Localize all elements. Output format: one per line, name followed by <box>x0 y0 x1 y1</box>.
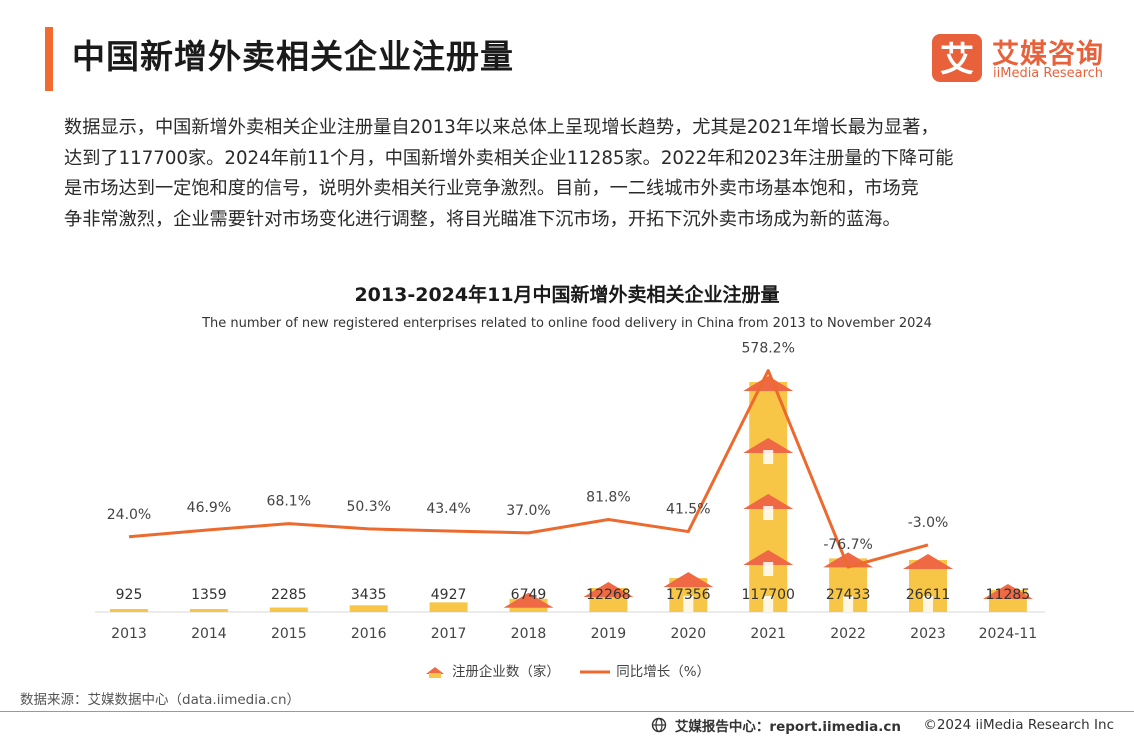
logo-badge-icon: 艾 <box>932 34 982 82</box>
bar-roof <box>743 550 794 565</box>
bar-value-label: 27433 <box>826 587 871 603</box>
intro-paragraph: 数据显示，中国新增外卖相关企业注册量自2013年以来总体上呈现增长趋势，尤其是2… <box>64 113 1084 235</box>
x-tick-label: 2018 <box>511 626 547 642</box>
bar-body <box>429 602 468 612</box>
bar <box>743 376 794 612</box>
growth-label: 41.5% <box>666 502 710 518</box>
bar-roof <box>743 438 794 453</box>
footer-copyright: ©2024 iiMedia Research Inc <box>923 717 1114 733</box>
growth-label: -3.0% <box>908 515 949 531</box>
bar-value-label: 26611 <box>906 587 951 603</box>
bar-body <box>189 609 228 612</box>
line-legend-icon <box>580 670 611 674</box>
legend-label-bar: 注册企业数（家） <box>451 664 560 680</box>
bar-roof <box>903 553 953 569</box>
bar-value-label: 2285 <box>271 587 307 603</box>
bar <box>583 582 634 612</box>
logo-name-en: iiMedia Research <box>993 66 1104 81</box>
growth-label: 37.0% <box>506 503 550 519</box>
bar-value-label: 925 <box>116 587 143 603</box>
bar-door <box>763 450 774 464</box>
logo-badge-char: 艾 <box>940 40 974 80</box>
bar-door <box>843 596 854 612</box>
bar-roof <box>743 494 794 509</box>
x-tick-label: 2021 <box>750 626 786 642</box>
footer-divider <box>0 711 1134 712</box>
bar-value-label: 12268 <box>586 587 631 603</box>
bar-value-label: 6749 <box>511 587 547 603</box>
bar-value-label: 117700 <box>741 587 794 603</box>
data-source: 数据来源：艾媒数据中心（data.iimedia.cn） <box>20 692 301 708</box>
bar-door <box>683 596 694 612</box>
x-tick-label: 2022 <box>830 626 866 642</box>
footer-site[interactable]: 艾媒报告中心：report.iimedia.cn <box>674 719 902 735</box>
bar-value-label: 1359 <box>191 587 227 603</box>
bar-door <box>763 562 774 576</box>
title-accent-bar <box>45 27 53 91</box>
bar-body <box>110 609 148 612</box>
growth-label: 50.3% <box>346 499 390 515</box>
chart-legend: 注册企业数（家） 同比增长（%） <box>0 660 1134 680</box>
x-tick-label: 2014 <box>191 626 227 642</box>
intro-line: 达到了117700家。2024年前11个月，中国新增外卖相关企业11285家。2… <box>64 147 954 169</box>
bar-value-label: 3435 <box>351 587 387 603</box>
house-legend-icon <box>425 667 444 678</box>
x-tick-label: 2015 <box>271 626 307 642</box>
growth-label: -76.7% <box>823 537 873 553</box>
brand-logo: 艾 艾媒咨询 iiMedia Research <box>932 30 1122 86</box>
bar-body <box>349 605 388 612</box>
bar <box>663 572 714 612</box>
bar-roof <box>503 592 554 608</box>
growth-label: 578.2% <box>742 341 795 357</box>
chart-plot-area: 925 2013 1359 2014 2285 2015 3435 2016 4927 2017 6… <box>95 341 1045 642</box>
bar-roof <box>982 583 1033 599</box>
bar <box>269 607 308 612</box>
bar <box>503 592 554 612</box>
x-tick-label: 2023 <box>910 626 946 642</box>
bar <box>429 602 468 612</box>
bar-roof <box>743 376 794 391</box>
chart-title: 2013-2024年11月中国新增外卖相关企业注册量 <box>354 284 780 306</box>
growth-line <box>128 369 929 569</box>
bar <box>110 609 148 612</box>
growth-label: 46.9% <box>187 500 231 516</box>
growth-label: 68.1% <box>267 494 311 510</box>
bar-value-label: 4927 <box>431 587 467 603</box>
growth-label: 43.4% <box>426 501 470 517</box>
intro-line: 是市场达到一定饱和度的信号，说明外卖相关行业竞争激烈。目前，一二线城市外卖市场基… <box>64 178 919 199</box>
growth-label: 24.0% <box>107 507 151 523</box>
bar-door <box>923 596 933 612</box>
legend-item-bar: 注册企业数（家） <box>424 660 560 680</box>
x-tick-label: 2013 <box>111 626 147 642</box>
bar <box>903 553 953 612</box>
bar-value-label: 11285 <box>986 587 1031 603</box>
x-tick-label: 2017 <box>431 626 467 642</box>
x-tick-label: 2024-11 <box>979 626 1038 642</box>
bar-roof <box>663 572 714 588</box>
footer: 艾媒报告中心：report.iimedia.cn ©2024 iiMedia R… <box>651 715 1114 735</box>
bar-value-label: 17356 <box>666 587 711 603</box>
intro-line: 数据显示，中国新增外卖相关企业注册量自2013年以来总体上呈现增长趋势，尤其是2… <box>64 117 939 138</box>
chart-subtitle: The number of new registered enterprises… <box>202 316 932 331</box>
bar-roof <box>583 582 634 598</box>
x-tick-label: 2020 <box>670 626 706 642</box>
page-title: 中国新增外卖相关企业注册量 <box>72 37 514 76</box>
bar-body <box>269 607 308 612</box>
bar <box>349 605 388 612</box>
intro-line: 争非常激烈，企业需要针对市场变化进行调整，将目光瞄准下沉市场，开拓下沉外卖市场成… <box>64 208 901 230</box>
legend-label-line: 同比增长（%） <box>616 664 711 680</box>
bar <box>982 583 1033 612</box>
bar-door <box>763 506 774 520</box>
bar <box>189 609 228 612</box>
bar-door <box>763 596 774 612</box>
globe-icon <box>651 717 666 733</box>
x-tick-label: 2019 <box>591 626 627 642</box>
logo-name-cn: 艾媒咨询 <box>992 39 1104 70</box>
legend-item-line: 同比增长（%） <box>580 660 710 680</box>
x-tick-label: 2016 <box>351 626 387 642</box>
growth-label: 81.8% <box>586 489 630 505</box>
